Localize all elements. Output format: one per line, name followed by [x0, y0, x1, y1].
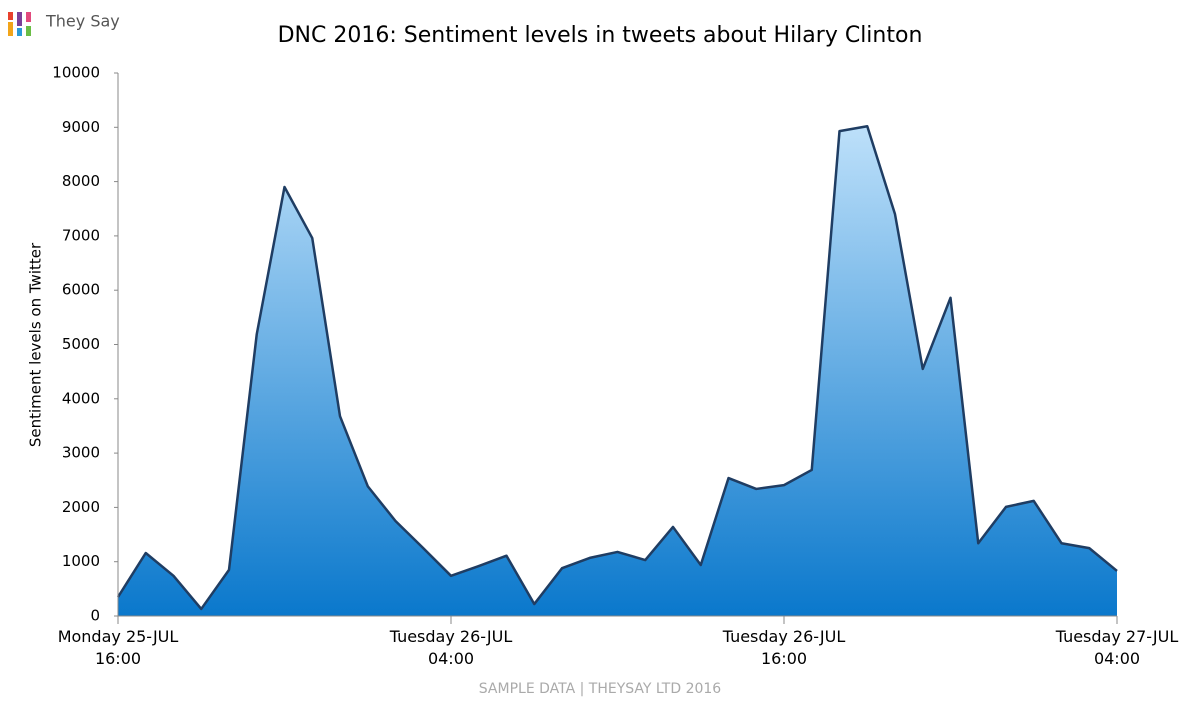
source-note: SAMPLE DATA | THEYSAY LTD 2016	[479, 681, 722, 697]
y-tick-label: 1000	[62, 552, 100, 570]
x-tick-label: Monday 25-JUL 16:00	[57, 627, 179, 668]
area-fill	[118, 126, 1117, 617]
y-tick-label: 4000	[62, 389, 100, 407]
area-line	[116, 124, 1118, 611]
y-tick-label: 5000	[62, 335, 100, 353]
y-tick-label: 10000	[52, 64, 100, 82]
y-tick-label: 8000	[62, 172, 100, 190]
chart-title: DNC 2016: Sentiment levels in tweets abo…	[278, 23, 923, 48]
y-tick-label: 0	[90, 607, 100, 625]
y-tick-label: 6000	[62, 281, 100, 299]
y-tick-label: 9000	[62, 118, 100, 136]
x-tick-label: Tuesday 27-JUL 04:00	[1055, 627, 1179, 668]
y-tick-label: 7000	[62, 226, 100, 244]
y-tick-label: 3000	[62, 444, 100, 462]
y-tick-label: 2000	[62, 498, 100, 516]
x-tick-label: Tuesday 26-JUL 16:00	[722, 627, 846, 668]
x-tick-label: Tuesday 26-JUL 04:00	[389, 627, 513, 668]
y-axis-label: Sentiment levels on Twitter	[27, 242, 45, 447]
logo	[8, 12, 31, 36]
brand: They Say	[45, 12, 120, 31]
